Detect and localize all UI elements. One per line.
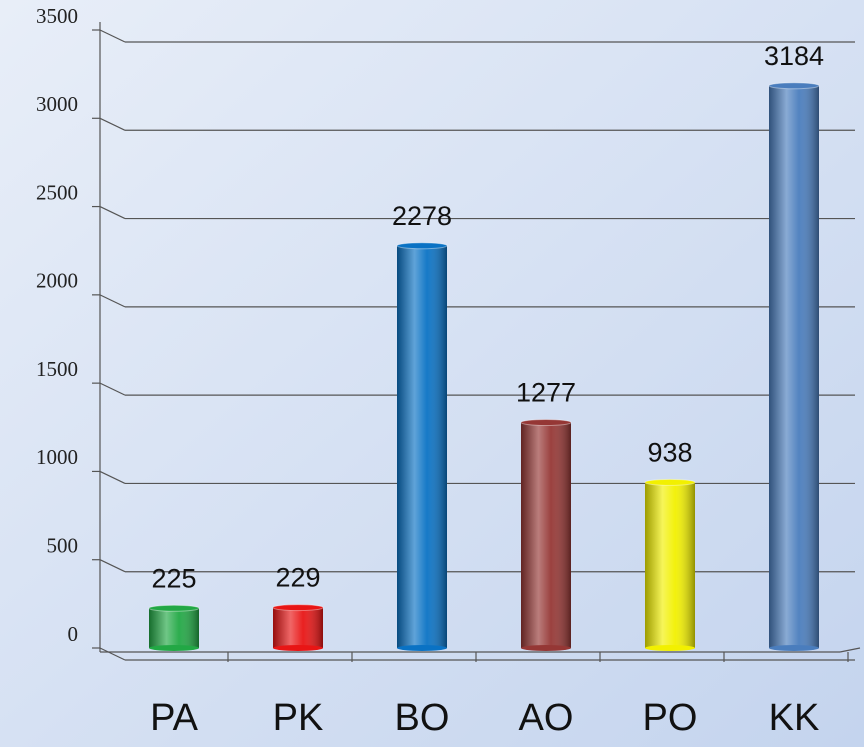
- bar-cap: [272, 604, 324, 612]
- bar-base: [397, 645, 447, 651]
- bar-cap: [148, 604, 200, 612]
- value-label: 1277: [516, 378, 576, 408]
- bar-cap: [768, 82, 820, 90]
- bar-shade: [769, 85, 819, 648]
- x-tick-label: PO: [643, 697, 698, 739]
- grid-line: [99, 206, 126, 220]
- bar-cap: [644, 478, 696, 486]
- grid-line: [99, 647, 126, 661]
- bar-shade: [397, 245, 447, 649]
- y-tick-label: 1500: [36, 357, 78, 381]
- bar-cap: [520, 419, 572, 427]
- bar-base: [645, 645, 695, 651]
- y-tick-label: 1000: [36, 445, 78, 469]
- x-tick-label: PA: [150, 697, 199, 739]
- grid-line: [99, 470, 126, 484]
- y-tick-label: 3500: [36, 4, 78, 28]
- bar-base: [769, 645, 819, 651]
- y-tick-label: 0: [68, 622, 79, 646]
- value-label: 225: [151, 563, 196, 593]
- value-label: 3184: [764, 41, 824, 71]
- y-tick-label: 3000: [36, 92, 78, 116]
- grid-line: [99, 29, 126, 43]
- x-tick-label: BO: [395, 697, 450, 739]
- floor-edge: [839, 647, 861, 653]
- bar-base: [521, 645, 571, 651]
- y-tick-label: 2000: [36, 269, 78, 293]
- y-tick-label: 500: [47, 534, 79, 558]
- y-tick-label: 2500: [36, 180, 78, 204]
- x-tick-label: PK: [273, 697, 324, 739]
- bar-shade: [521, 422, 571, 648]
- grid-line: [99, 117, 126, 131]
- bar-cap: [396, 242, 448, 250]
- grid-line: [99, 294, 126, 308]
- bar-base: [149, 645, 199, 651]
- grid-line: [99, 559, 126, 573]
- value-label: 2278: [392, 201, 452, 231]
- grid-line: [99, 382, 126, 396]
- bar-shade: [645, 482, 695, 648]
- bar-base: [273, 645, 323, 651]
- x-tick-label: KK: [769, 697, 820, 739]
- value-label: 229: [275, 563, 320, 593]
- x-tick-label: AO: [519, 697, 574, 739]
- bar-shade: [273, 607, 323, 648]
- value-label: 938: [647, 438, 692, 468]
- bar-shade: [149, 608, 199, 648]
